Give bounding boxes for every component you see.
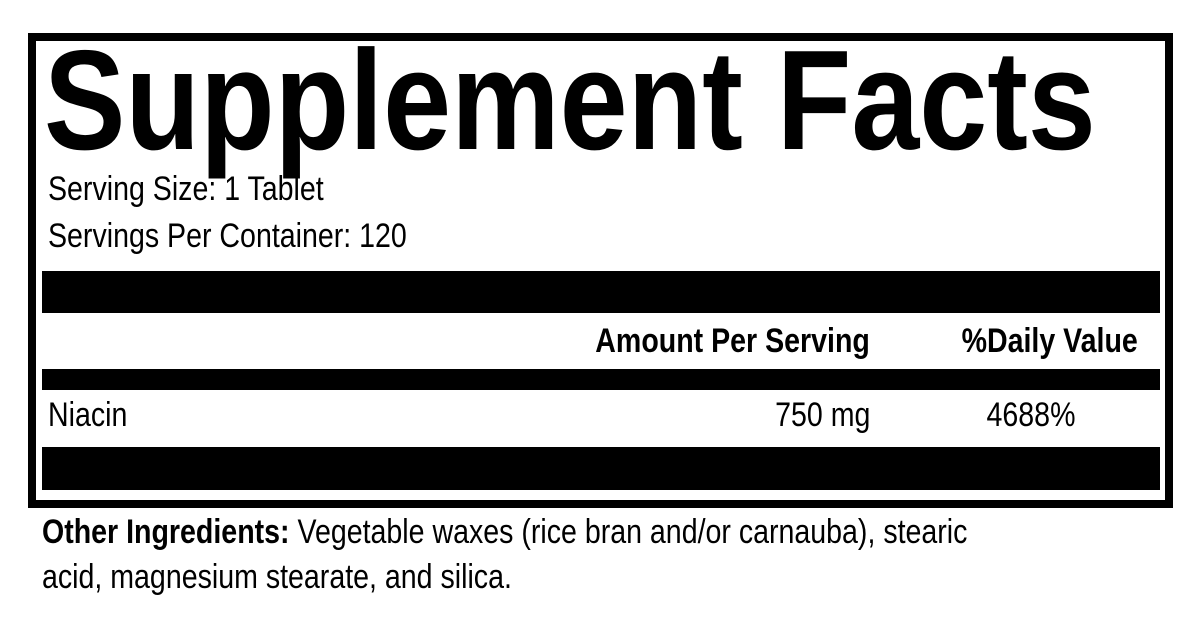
header-daily-value: %Daily Value xyxy=(961,322,1138,360)
divider-bar-medium xyxy=(42,369,1160,390)
other-ingredients-line-1: Other Ingredients: Vegetable waxes (rice… xyxy=(42,515,967,549)
divider-bar-thick xyxy=(42,271,1160,313)
divider-bar-thick xyxy=(42,447,1160,490)
other-ingredients-label: Other Ingredients: xyxy=(42,513,290,551)
nutrient-name: Niacin xyxy=(48,396,128,434)
nutrient-daily-value: 4688% xyxy=(986,396,1076,434)
serving-size: Serving Size: 1 Tablet xyxy=(48,170,324,208)
header-amount-per-serving: Amount Per Serving xyxy=(595,322,870,360)
servings-per-container: Servings Per Container: 120 xyxy=(48,217,407,255)
supplement-facts-panel xyxy=(28,33,1173,508)
page-title: Supplement Facts xyxy=(44,21,1096,180)
nutrient-amount: 750 mg xyxy=(774,396,870,434)
other-ingredients-text: Vegetable waxes (rice bran and/or carnau… xyxy=(289,513,968,551)
other-ingredients-line-2: acid, magnesium stearate, and silica. xyxy=(42,558,512,596)
